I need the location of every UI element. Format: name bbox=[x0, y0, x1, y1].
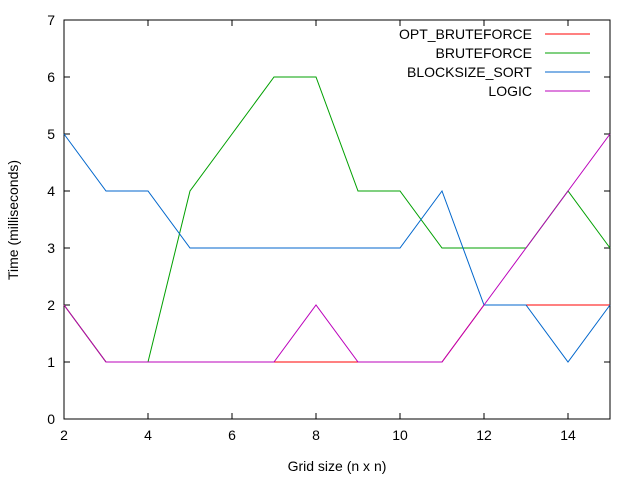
y-tick-label: 4 bbox=[47, 183, 55, 199]
legend-label: LOGIC bbox=[488, 83, 532, 99]
legend-label: BLOCKSIZE_SORT bbox=[407, 64, 532, 80]
x-tick-label: 2 bbox=[60, 427, 68, 443]
x-tick-label: 4 bbox=[144, 427, 152, 443]
y-tick-label: 0 bbox=[47, 411, 55, 427]
y-tick-label: 5 bbox=[47, 126, 55, 142]
series-line-blocksize-sort bbox=[63, 133, 611, 363]
legend-label: BRUTEFORCE bbox=[436, 45, 532, 61]
x-tick-label: 8 bbox=[312, 427, 320, 443]
series-line-bruteforce bbox=[63, 76, 611, 363]
y-axis-label: Time (milliseconds) bbox=[5, 160, 21, 280]
y-tick-label: 3 bbox=[47, 240, 55, 256]
y-tick-label: 2 bbox=[47, 297, 55, 313]
x-tick-label: 10 bbox=[392, 427, 408, 443]
series-line-logic bbox=[63, 133, 611, 363]
y-tick-label: 7 bbox=[47, 12, 55, 28]
x-tick-label: 12 bbox=[476, 427, 492, 443]
legend-label: OPT_BRUTEFORCE bbox=[399, 26, 532, 42]
x-axis-label: Grid size (n x n) bbox=[288, 458, 387, 474]
x-tick-label: 14 bbox=[560, 427, 576, 443]
series-lines bbox=[63, 76, 611, 363]
y-tick-label: 6 bbox=[47, 69, 55, 85]
y-tick-label: 1 bbox=[47, 354, 55, 370]
plot-frame bbox=[63, 19, 611, 420]
x-tick-label: 6 bbox=[228, 427, 236, 443]
legend: OPT_BRUTEFORCE BRUTEFORCE BLOCKSIZE_SORT LO… bbox=[399, 26, 590, 99]
